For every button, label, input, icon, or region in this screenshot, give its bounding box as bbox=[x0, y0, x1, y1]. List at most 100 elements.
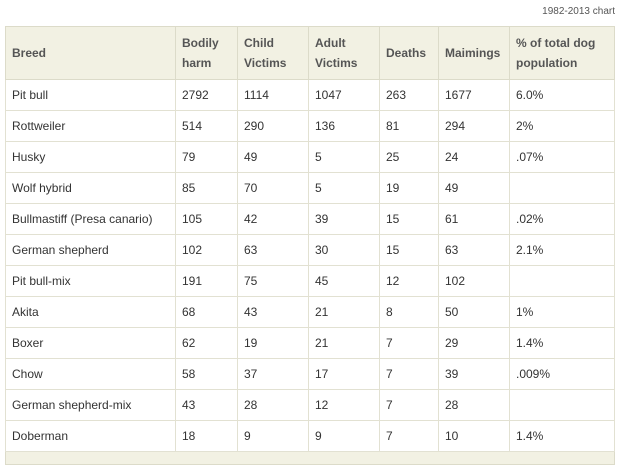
cell-maimings: 29 bbox=[438, 327, 510, 359]
cell-deaths: 81 bbox=[379, 110, 439, 142]
cell-adult-victims: 12 bbox=[308, 389, 380, 421]
header-breed: Breed bbox=[5, 26, 176, 80]
cell-percent-population bbox=[509, 265, 615, 297]
cell-bodily-harm: 85 bbox=[175, 172, 238, 204]
cell-adult-victims: 5 bbox=[308, 141, 380, 173]
cell-bodily-harm: 62 bbox=[175, 327, 238, 359]
cell-maimings: 63 bbox=[438, 234, 510, 266]
cell-adult-victims: 17 bbox=[308, 358, 380, 390]
cell-percent-population: 6.0% bbox=[509, 79, 615, 111]
cell-breed: German shepherd-mix bbox=[5, 389, 176, 421]
table-footer bbox=[5, 451, 615, 465]
table-header-row: Breed Bodily harm Child Victims Adult Victi… bbox=[5, 26, 615, 80]
table-row: Pit bull 2792 1114 1047 263 1677 6.0% bbox=[5, 79, 615, 111]
cell-child-victims: 290 bbox=[237, 110, 309, 142]
cell-percent-population: 2.1% bbox=[509, 234, 615, 266]
cell-adult-victims: 1047 bbox=[308, 79, 380, 111]
cell-deaths: 15 bbox=[379, 203, 439, 235]
cell-adult-victims: 45 bbox=[308, 265, 380, 297]
dog-attack-table: Breed Bodily harm Child Victims Adult Victi… bbox=[5, 26, 615, 465]
table-row: Bullmastiff (Presa canario) 105 42 39 15 61.0… bbox=[5, 203, 615, 235]
cell-child-victims: 19 bbox=[237, 327, 309, 359]
cell-deaths: 19 bbox=[379, 172, 439, 204]
cell-bodily-harm: 68 bbox=[175, 296, 238, 328]
cell-bodily-harm: 18 bbox=[175, 420, 238, 452]
cell-deaths: 25 bbox=[379, 141, 439, 173]
cell-maimings: 102 bbox=[438, 265, 510, 297]
cell-deaths: 7 bbox=[379, 327, 439, 359]
cell-breed: Boxer bbox=[5, 327, 176, 359]
table-row: Pit bull-mix 191 75 45 12 102 bbox=[5, 265, 615, 297]
cell-breed: Husky bbox=[5, 141, 176, 173]
cell-maimings: 49 bbox=[438, 172, 510, 204]
cell-percent-population bbox=[509, 172, 615, 204]
cell-bodily-harm: 58 bbox=[175, 358, 238, 390]
cell-bodily-harm: 102 bbox=[175, 234, 238, 266]
cell-deaths: 7 bbox=[379, 389, 439, 421]
cell-maimings: 1677 bbox=[438, 79, 510, 111]
cell-percent-population: 2% bbox=[509, 110, 615, 142]
cell-percent-population: 1.4% bbox=[509, 327, 615, 359]
cell-percent-population bbox=[509, 389, 615, 421]
cell-child-victims: 37 bbox=[237, 358, 309, 390]
header-bodily-harm: Bodily harm bbox=[175, 26, 238, 80]
table-row: Boxer 62 19 21 7 29 1.4% bbox=[5, 327, 615, 359]
table-row: German shepherd 102 63 30 15 63 2.1% bbox=[5, 234, 615, 266]
cell-adult-victims: 5 bbox=[308, 172, 380, 204]
cell-breed: Rottweiler bbox=[5, 110, 176, 142]
cell-deaths: 15 bbox=[379, 234, 439, 266]
table-row: Doberman 18 9 9 7 10 1.4% bbox=[5, 420, 615, 452]
cell-maimings: 10 bbox=[438, 420, 510, 452]
cell-bodily-harm: 79 bbox=[175, 141, 238, 173]
cell-child-victims: 1114 bbox=[237, 79, 309, 111]
cell-percent-population: 1.4% bbox=[509, 420, 615, 452]
cell-breed: Doberman bbox=[5, 420, 176, 452]
cell-breed: Akita bbox=[5, 296, 176, 328]
cell-child-victims: 70 bbox=[237, 172, 309, 204]
cell-percent-population: 1% bbox=[509, 296, 615, 328]
cell-maimings: 39 bbox=[438, 358, 510, 390]
cell-maimings: 61 bbox=[438, 203, 510, 235]
cell-breed: Chow bbox=[5, 358, 176, 390]
cell-deaths: 7 bbox=[379, 420, 439, 452]
table-row: Husky 79 49 5 25 24.07% bbox=[5, 141, 615, 173]
cell-child-victims: 75 bbox=[237, 265, 309, 297]
header-child-victims: Child Victims bbox=[237, 26, 309, 80]
table-row: German shepherd-mix 43 28 12 7 28 bbox=[5, 389, 615, 421]
cell-child-victims: 63 bbox=[237, 234, 309, 266]
cell-maimings: 294 bbox=[438, 110, 510, 142]
cell-maimings: 28 bbox=[438, 389, 510, 421]
cell-bodily-harm: 2792 bbox=[175, 79, 238, 111]
cell-breed: Wolf hybrid bbox=[5, 172, 176, 204]
cell-breed: Pit bull bbox=[5, 79, 176, 111]
chart-caption: 1982-2013 chart bbox=[542, 6, 615, 17]
cell-percent-population: .07% bbox=[509, 141, 615, 173]
table-row: Chow 58 37 17 7 39.009% bbox=[5, 358, 615, 390]
cell-deaths: 263 bbox=[379, 79, 439, 111]
cell-bodily-harm: 191 bbox=[175, 265, 238, 297]
cell-deaths: 8 bbox=[379, 296, 439, 328]
cell-bodily-harm: 514 bbox=[175, 110, 238, 142]
cell-adult-victims: 39 bbox=[308, 203, 380, 235]
cell-bodily-harm: 105 bbox=[175, 203, 238, 235]
header-percent-population: % of total dog population bbox=[509, 26, 615, 80]
cell-breed: Pit bull-mix bbox=[5, 265, 176, 297]
cell-percent-population: .02% bbox=[509, 203, 615, 235]
cell-percent-population: .009% bbox=[509, 358, 615, 390]
table-row: Wolf hybrid 85 70 5 19 49 bbox=[5, 172, 615, 204]
header-adult-victims: Adult Victims bbox=[308, 26, 380, 80]
table-body: Pit bull 2792 1114 1047 263 1677 6.0% Rottweile… bbox=[5, 79, 615, 452]
cell-maimings: 24 bbox=[438, 141, 510, 173]
cell-bodily-harm: 43 bbox=[175, 389, 238, 421]
cell-adult-victims: 21 bbox=[308, 327, 380, 359]
header-deaths: Deaths bbox=[379, 26, 439, 80]
table-row: Akita 68 43 21 8 50 1% bbox=[5, 296, 615, 328]
cell-breed: Bullmastiff (Presa canario) bbox=[5, 203, 176, 235]
cell-child-victims: 9 bbox=[237, 420, 309, 452]
cell-adult-victims: 21 bbox=[308, 296, 380, 328]
cell-adult-victims: 9 bbox=[308, 420, 380, 452]
cell-maimings: 50 bbox=[438, 296, 510, 328]
table-footer-row bbox=[5, 451, 615, 465]
cell-adult-victims: 30 bbox=[308, 234, 380, 266]
